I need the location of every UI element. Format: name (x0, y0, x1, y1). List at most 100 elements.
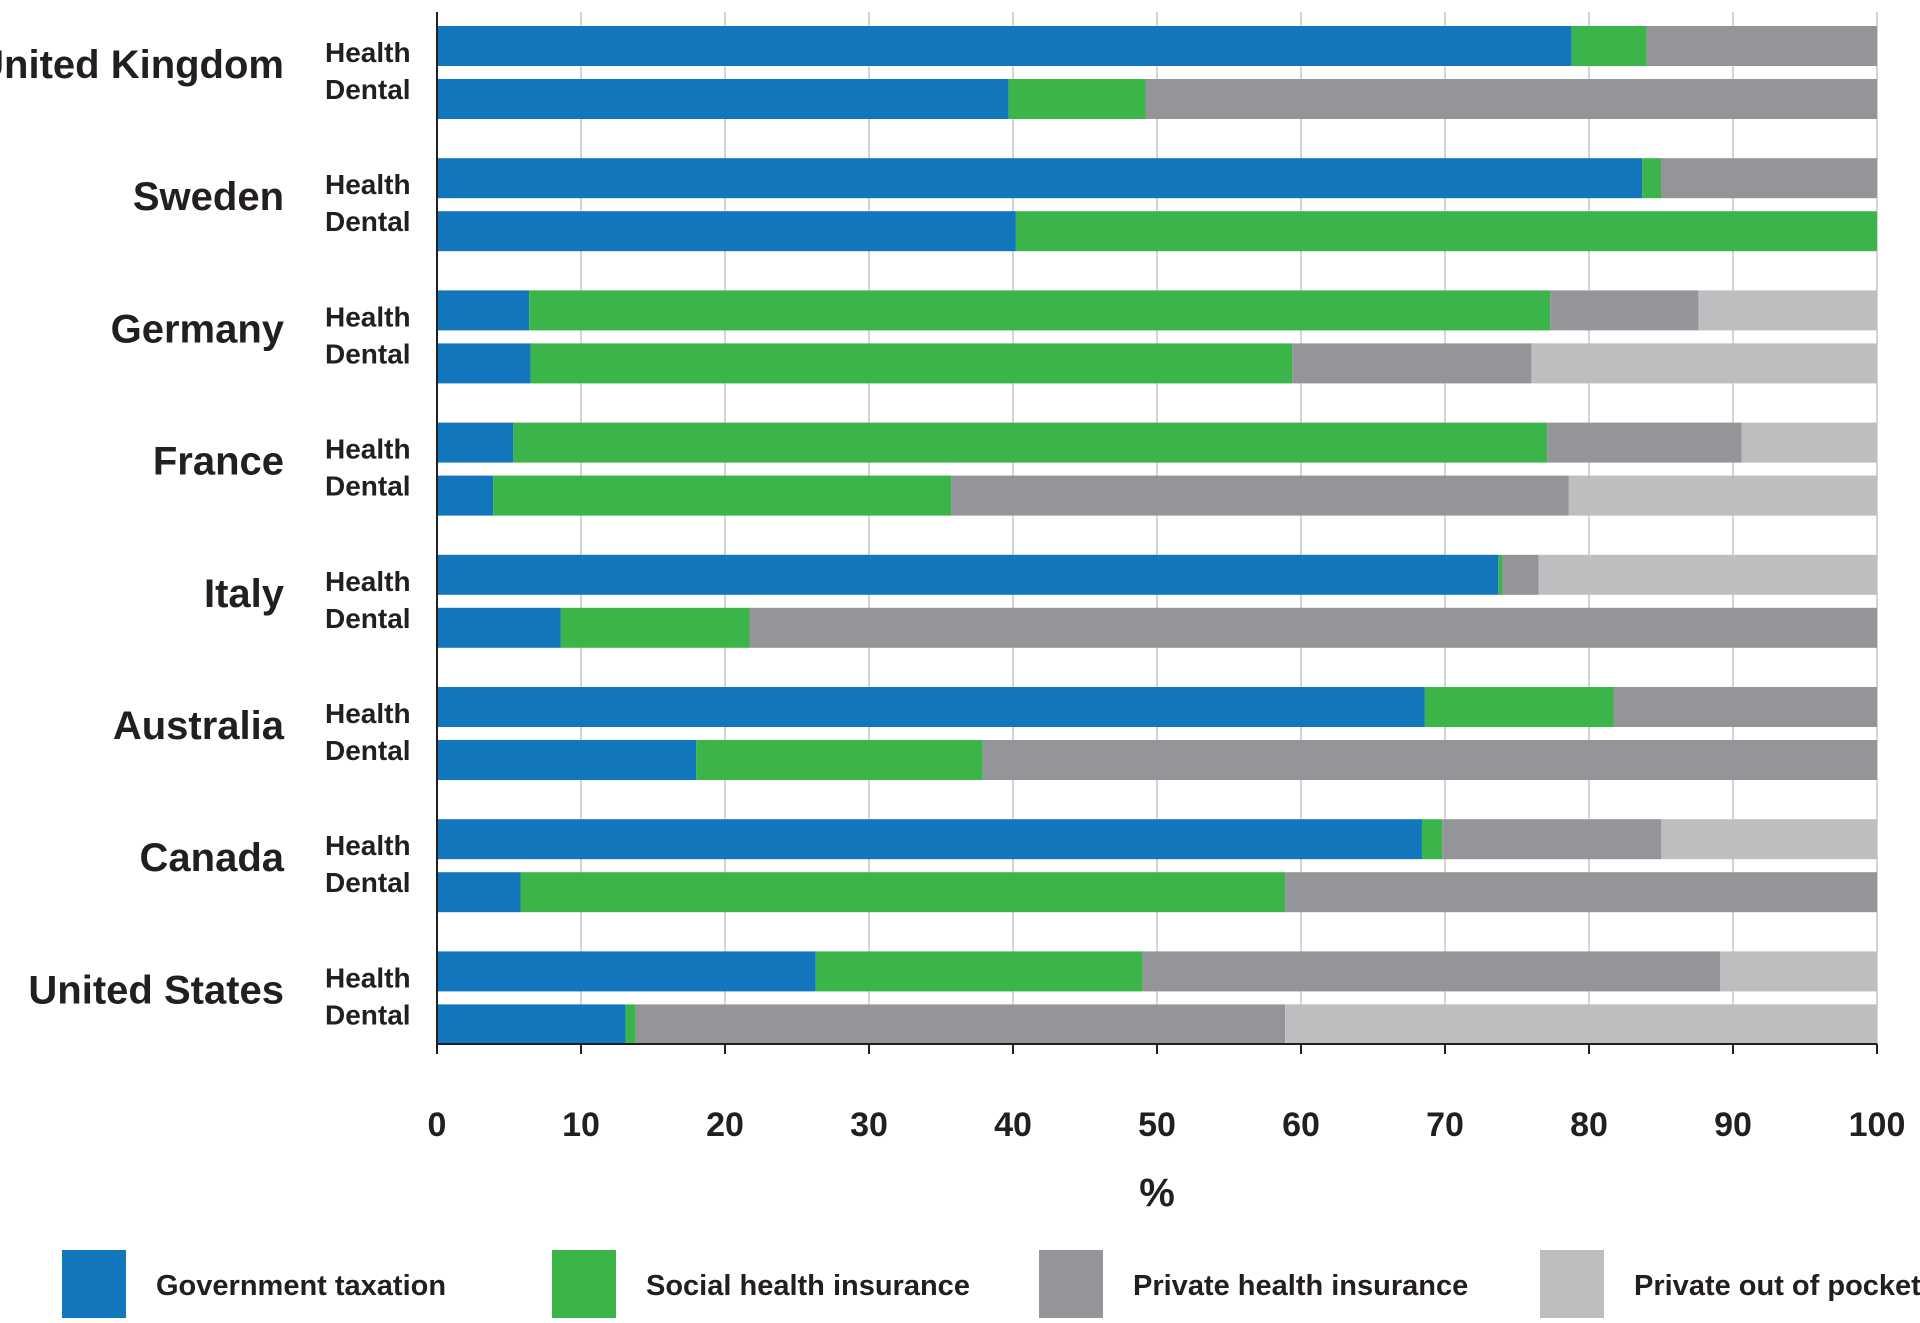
bar-united-kingdom-dental-private-health-insurance (1145, 79, 1877, 119)
bar-canada-dental-government-taxation (437, 872, 521, 913)
bar-italy-dental-private-health-insurance (749, 607, 1877, 648)
bar-canada-health-private-out-of-pocket (1661, 819, 1877, 860)
bar-australia-dental-private-health-insurance (982, 740, 1877, 780)
bar-united-states-health-private-out-of-pocket (1720, 951, 1877, 992)
bar-sweden-health-social-health-insurance (1642, 158, 1661, 199)
x-tick-label-70: 70 (1426, 1106, 1464, 1144)
bar-united-states-dental-private-out-of-pocket (1285, 1004, 1877, 1045)
category-labels: United Kingdom Health Dental Sweden Health De… (0, 37, 411, 1030)
x-tick-label-90: 90 (1714, 1106, 1752, 1144)
bar-united-states-health-social-health-insurance (815, 951, 1143, 992)
bar-france-dental-private-health-insurance (951, 475, 1569, 516)
legend-label-private-out-of-pocket: Private out of pocket (1634, 1270, 1920, 1302)
bar-france-dental-government-taxation (437, 475, 494, 516)
bar-sweden-dental-social-health-insurance (1015, 211, 1877, 252)
bar-italy-health-private-out-of-pocket (1538, 554, 1877, 595)
x-axis-title: % (1139, 1171, 1175, 1215)
bar-australia-health-private-health-insurance (1613, 687, 1877, 727)
row-label-italy-dental: Dental (325, 603, 411, 634)
x-tick-label-100: 100 (1849, 1106, 1906, 1144)
legend-label-government-taxation: Government taxation (156, 1270, 446, 1302)
x-tick-label-60: 60 (1282, 1106, 1320, 1144)
country-label-germany: Germany (111, 307, 285, 351)
row-label-australia-health: Health (325, 698, 411, 729)
row-label-france-health: Health (325, 434, 411, 465)
bar-italy-health-social-health-insurance (1498, 554, 1503, 595)
bar-united-kingdom-health-social-health-insurance (1571, 26, 1647, 66)
bar-united-kingdom-health-government-taxation (437, 26, 1572, 66)
bar-united-states-health-private-health-insurance (1142, 951, 1721, 992)
bar-australia-dental-social-health-insurance (696, 740, 983, 780)
bar-italy-dental-social-health-insurance (560, 607, 750, 648)
country-label-australia: Australia (113, 704, 285, 748)
bar-united-states-health-government-taxation (437, 951, 816, 992)
country-label-united-kingdom: United Kingdom (0, 43, 284, 87)
legend-swatch-private-health-insurance (1039, 1250, 1103, 1318)
row-label-united-kingdom-health: Health (325, 37, 411, 68)
bar-canada-health-government-taxation (437, 819, 1422, 860)
row-label-australia-dental: Dental (325, 735, 411, 766)
row-label-united-states-dental: Dental (325, 999, 411, 1030)
bars (437, 26, 1877, 1045)
bar-germany-health-government-taxation (437, 290, 530, 331)
bar-sweden-health-private-health-insurance (1661, 158, 1877, 199)
bar-united-states-dental-private-health-insurance (635, 1004, 1286, 1045)
bar-germany-dental-social-health-insurance (530, 343, 1293, 384)
bar-united-states-dental-government-taxation (437, 1004, 626, 1045)
bar-france-health-private-health-insurance (1547, 422, 1742, 463)
bar-germany-dental-private-out-of-pocket (1531, 343, 1877, 384)
bar-germany-dental-government-taxation (437, 343, 531, 384)
country-label-sweden: Sweden (133, 175, 284, 219)
bar-sweden-dental-government-taxation (437, 211, 1016, 252)
bar-italy-health-government-taxation (437, 554, 1499, 595)
bar-france-dental-private-out-of-pocket (1568, 475, 1877, 516)
country-label-france: France (153, 440, 284, 484)
legend-swatch-government-taxation (62, 1250, 126, 1318)
country-label-italy: Italy (204, 572, 285, 616)
bar-united-kingdom-health-private-health-insurance (1646, 26, 1877, 66)
bar-sweden-health-government-taxation (437, 158, 1643, 199)
bar-australia-health-government-taxation (437, 687, 1425, 727)
bar-germany-dental-private-health-insurance (1292, 343, 1532, 384)
x-tick-label-10: 10 (562, 1106, 600, 1144)
x-tick-label-0: 0 (428, 1106, 447, 1144)
row-label-italy-health: Health (325, 566, 411, 597)
bar-germany-health-private-health-insurance (1550, 290, 1699, 331)
x-tick-label-20: 20 (706, 1106, 744, 1144)
x-axis-ticks: 0 10 20 30 40 50 60 70 80 90 100 (428, 1044, 1906, 1144)
x-tick-label-50: 50 (1138, 1106, 1176, 1144)
row-label-germany-dental: Dental (325, 338, 411, 369)
bar-australia-dental-government-taxation (437, 740, 697, 780)
legend-swatch-private-out-of-pocket (1540, 1250, 1604, 1318)
row-label-united-states-health: Health (325, 962, 411, 993)
row-label-united-kingdom-dental: Dental (325, 74, 411, 105)
x-tick-label-40: 40 (994, 1106, 1032, 1144)
x-tick-label-80: 80 (1570, 1106, 1608, 1144)
bar-france-health-government-taxation (437, 422, 514, 463)
bar-united-states-dental-social-health-insurance (625, 1004, 636, 1045)
row-label-canada-dental: Dental (325, 867, 411, 898)
bar-canada-health-private-health-insurance (1442, 819, 1661, 860)
row-label-sweden-health: Health (325, 169, 411, 200)
bar-france-health-social-health-insurance (513, 422, 1548, 463)
bar-italy-dental-government-taxation (437, 607, 561, 648)
bar-canada-dental-private-health-insurance (1285, 872, 1877, 913)
bar-italy-health-private-health-insurance (1502, 554, 1539, 595)
bar-germany-health-private-out-of-pocket (1698, 290, 1877, 331)
bar-united-kingdom-dental-government-taxation (437, 79, 1009, 119)
x-tick-label-30: 30 (850, 1106, 888, 1144)
row-label-sweden-dental: Dental (325, 206, 411, 237)
row-label-france-dental: Dental (325, 471, 411, 502)
bar-germany-health-social-health-insurance (529, 290, 1551, 331)
legend-label-social-health-insurance: Social health insurance (646, 1270, 970, 1302)
bar-canada-health-social-health-insurance (1421, 819, 1443, 860)
legend-swatch-social-health-insurance (552, 1250, 616, 1318)
country-label-united-states: United States (28, 968, 284, 1012)
row-label-canada-health: Health (325, 830, 411, 861)
bar-united-kingdom-dental-social-health-insurance (1008, 79, 1146, 119)
legend-label-private-health-insurance: Private health insurance (1133, 1270, 1468, 1302)
country-label-canada: Canada (140, 836, 285, 880)
legend: Government taxation Social health insuran… (62, 1250, 1920, 1318)
